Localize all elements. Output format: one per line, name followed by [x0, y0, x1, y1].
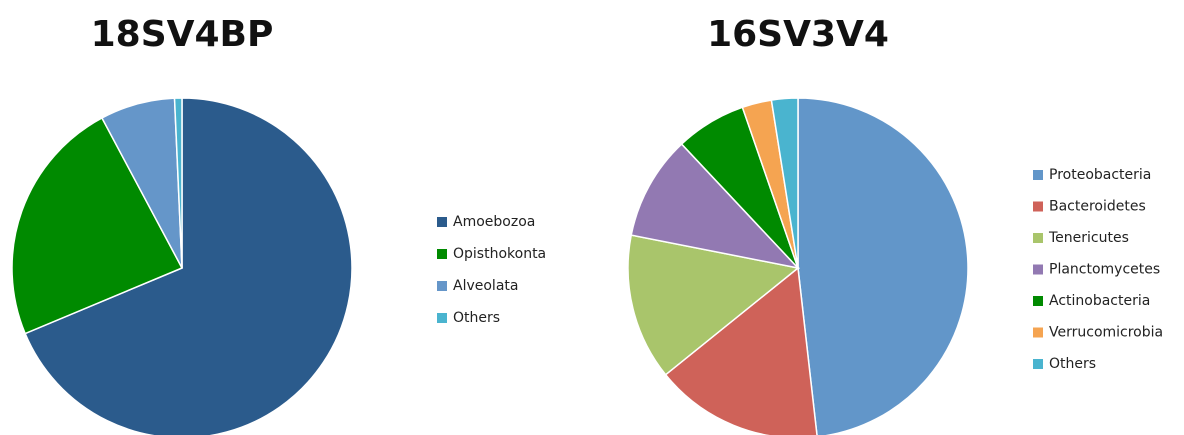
- legend-label: Amoebozoa: [453, 214, 535, 230]
- pie-slice: [627, 234, 800, 376]
- legend-swatch: [437, 249, 447, 259]
- legend-label: Verrucomicrobia: [1049, 325, 1163, 341]
- legend-swatch: [1033, 170, 1043, 180]
- legend-swatch: [437, 313, 447, 323]
- legend-label: Actinobacteria: [1049, 293, 1150, 309]
- legend-swatch: [1033, 201, 1043, 212]
- legend-label: Bacteroidetes: [1049, 199, 1146, 215]
- legend-swatch: [1033, 359, 1043, 369]
- legend-label: Tenericutes: [1048, 230, 1129, 246]
- legend-swatch: [1033, 327, 1043, 338]
- pie-slice: [173, 97, 183, 269]
- legend-label: Planctomycetes: [1049, 262, 1160, 278]
- legend-swatch: [437, 217, 447, 227]
- legend-swatch: [1033, 233, 1043, 243]
- chart-title: 18SV4BP: [91, 14, 274, 55]
- legend-label: Proteobacteria: [1049, 167, 1151, 183]
- legend-swatch: [437, 281, 447, 291]
- pie-slice: [630, 143, 801, 270]
- legend-label: Others: [453, 310, 500, 326]
- pie-slice: [664, 266, 818, 435]
- chart-title: 16SV3V4: [707, 14, 889, 55]
- legend-label: Opisthokonta: [453, 246, 546, 262]
- pie-slice: [770, 97, 799, 269]
- pie-slice: [797, 97, 969, 435]
- pie-slice: [24, 97, 353, 435]
- legend-label: Others: [1049, 356, 1096, 372]
- legend-label: Alveolata: [453, 278, 518, 294]
- legend-swatch: [1033, 296, 1043, 306]
- pie-slice: [11, 116, 184, 335]
- legend-swatch: [1033, 264, 1043, 275]
